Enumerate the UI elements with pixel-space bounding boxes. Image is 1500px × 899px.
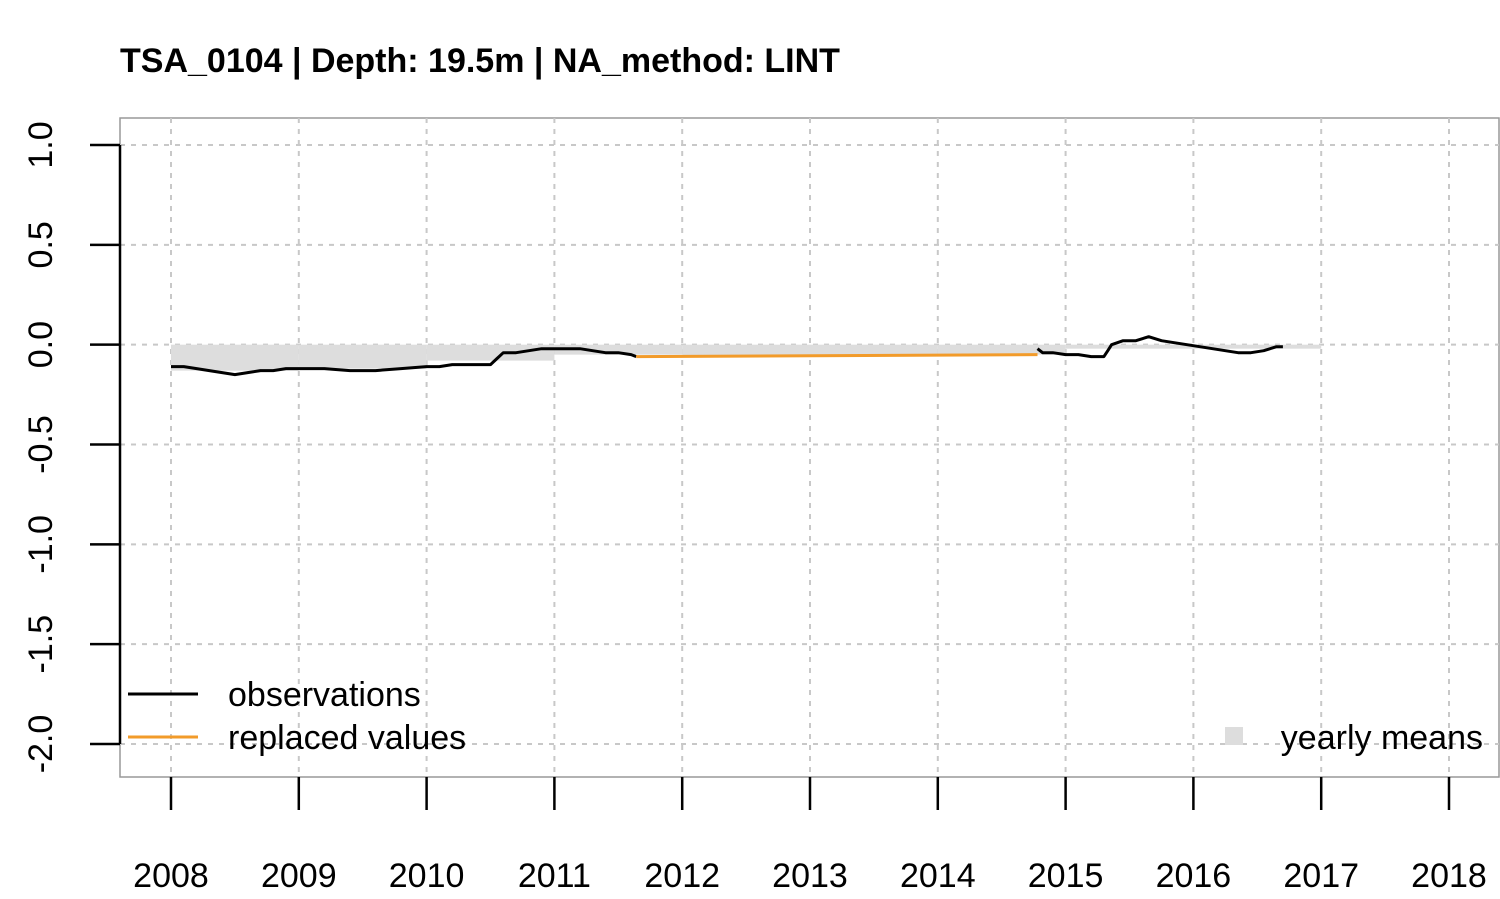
x-tick-label: 2009 bbox=[261, 857, 337, 895]
yearly-mean-bar bbox=[171, 344, 299, 371]
x-tick-label: 2010 bbox=[389, 857, 465, 895]
series-line-replaced-values bbox=[636, 353, 1038, 359]
x-tick-label: 2017 bbox=[1283, 857, 1359, 895]
plot-frame bbox=[119, 117, 1500, 778]
x-tick-label: 2018 bbox=[1411, 857, 1487, 895]
x-tick-label: 2014 bbox=[900, 857, 976, 895]
y-tick-label: -0.5 bbox=[22, 415, 60, 474]
yearly-means-bars bbox=[171, 344, 1322, 371]
y-tick-label: 1.0 bbox=[22, 121, 60, 168]
chart-title: TSA_0104 | Depth: 19.5m | NA_method: LIN… bbox=[120, 42, 840, 80]
yearly-mean-bar bbox=[682, 344, 810, 357]
yearly-mean-bar bbox=[298, 344, 427, 369]
series-line-observations bbox=[171, 347, 637, 377]
x-axis: 2008 2009 2010 2011 2012 2013 2014 2015 2016 2017… bbox=[133, 777, 1487, 895]
yearly-mean-bar bbox=[937, 344, 1066, 355]
x-tick-label: 2008 bbox=[133, 857, 209, 895]
series-line-observations bbox=[1036, 335, 1283, 359]
legend-swatch bbox=[1225, 727, 1243, 745]
yearly-mean-bar bbox=[426, 344, 555, 361]
x-tick-label: 2011 bbox=[518, 857, 591, 895]
x-tick-label: 2013 bbox=[772, 857, 848, 895]
y-tick-label: -1.5 bbox=[22, 615, 60, 674]
y-tick-label: 0.5 bbox=[22, 221, 60, 268]
yearly-mean-bar bbox=[1065, 344, 1194, 349]
x-tick-label: 2015 bbox=[1028, 857, 1104, 895]
legend-label: observations bbox=[228, 676, 421, 714]
x-tick-label: 2012 bbox=[644, 857, 720, 895]
legend-label: replaced values bbox=[228, 719, 466, 757]
yearly-mean-bar bbox=[810, 344, 938, 355]
y-axis: 1.0 0.5 0.0 -0.5 -1.0 -1.5 -2.0 bbox=[22, 121, 122, 774]
x-tick-label: 2016 bbox=[1156, 857, 1232, 895]
y-tick-label: -2.0 bbox=[22, 715, 60, 774]
legend-label: yearly means bbox=[1281, 719, 1483, 757]
yearly-mean-bar bbox=[1193, 344, 1322, 349]
y-tick-label: 0.0 bbox=[22, 321, 60, 368]
series-lines bbox=[171, 335, 1283, 377]
y-tick-label: -1.0 bbox=[22, 515, 60, 574]
legend: observations replaced values yearly means bbox=[128, 676, 1483, 757]
yearly-mean-bar bbox=[554, 344, 683, 355]
